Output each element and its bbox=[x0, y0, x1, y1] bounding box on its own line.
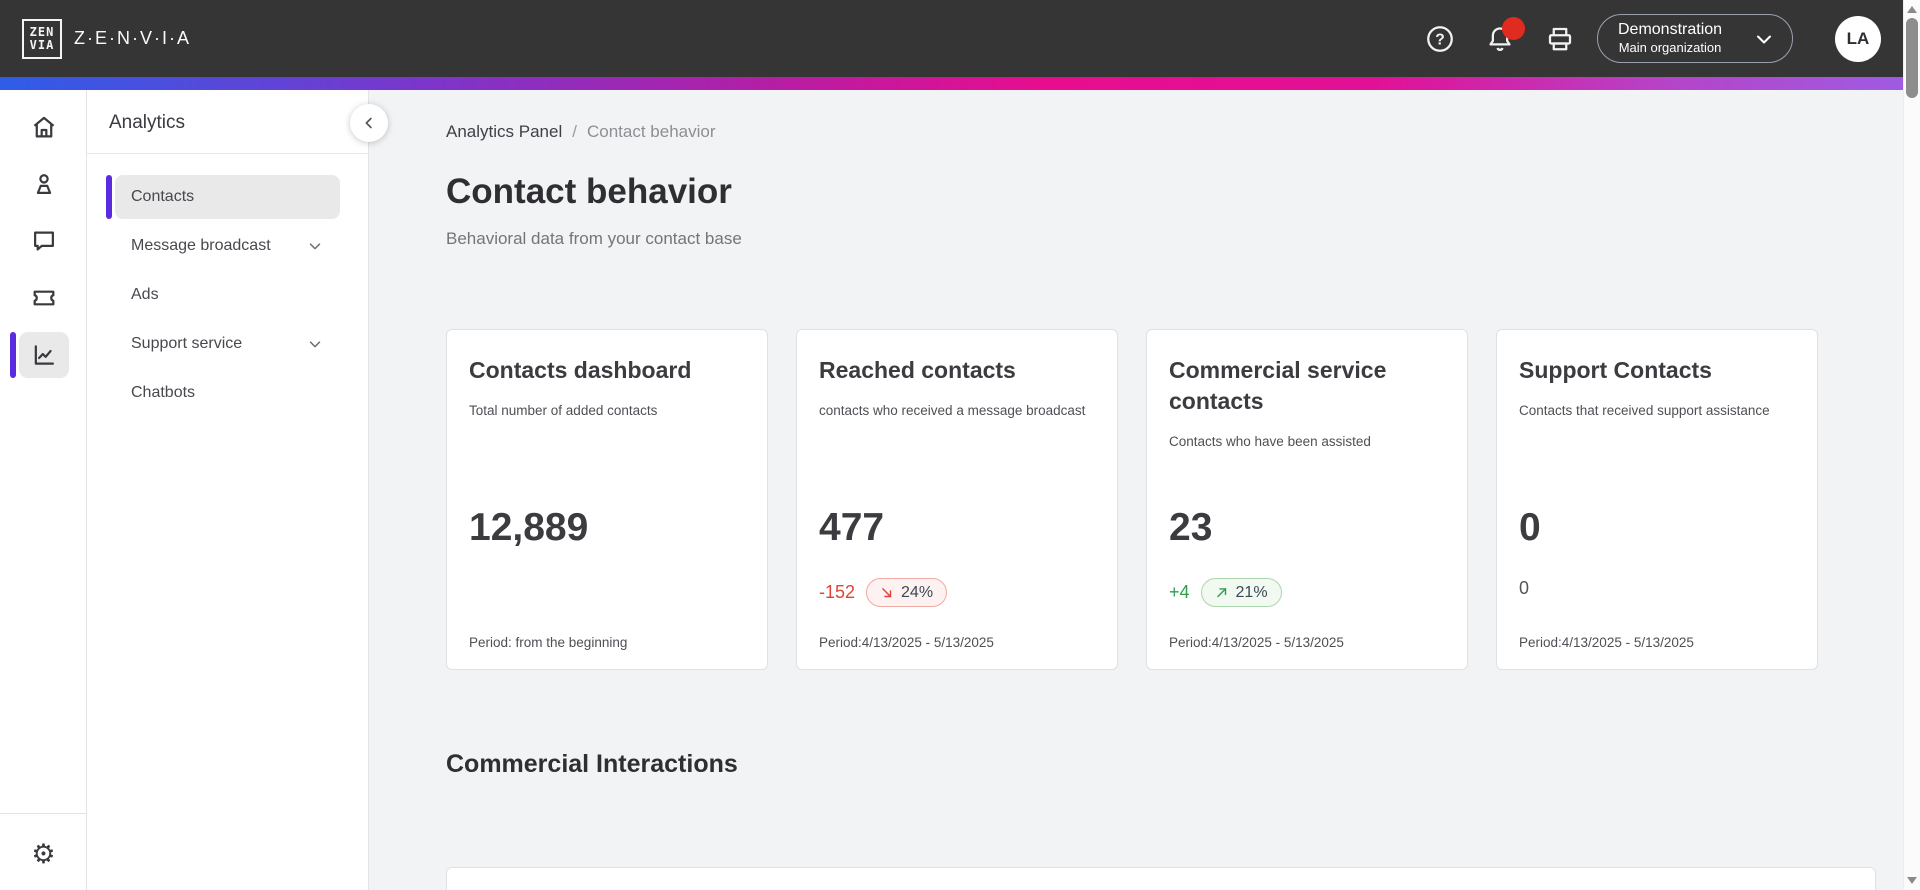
sidebar-item-label: Message broadcast bbox=[131, 237, 271, 254]
card-value: 23 bbox=[1169, 506, 1213, 549]
sidebar-item-support-service[interactable]: Support service bbox=[115, 322, 340, 366]
analytics-chart-icon bbox=[18, 331, 69, 378]
printer-icon[interactable] bbox=[1545, 24, 1575, 54]
rail-divider bbox=[0, 813, 87, 814]
breadcrumb-analytics-panel[interactable]: Analytics Panel bbox=[446, 122, 563, 141]
breadcrumb-current: Contact behavior bbox=[586, 122, 716, 141]
card-reached-contacts: Reached contacts contacts who received a… bbox=[796, 329, 1118, 670]
settings-gear-icon[interactable]: ⚙ bbox=[31, 839, 56, 869]
rail-item-home[interactable] bbox=[0, 98, 87, 155]
sidebar-item-chatbots[interactable]: Chatbots bbox=[115, 371, 340, 415]
avatar-initials: LA bbox=[1846, 28, 1870, 48]
sidebar-divider bbox=[87, 153, 368, 154]
organization-switcher[interactable]: Demonstration Main organization bbox=[1597, 14, 1793, 63]
card-commercial-service-contacts: Commercial service contacts Contacts who… bbox=[1146, 329, 1468, 670]
trend-badge: 24% bbox=[866, 578, 948, 607]
card-period: Period:4/13/2025 - 5/13/2025 bbox=[1519, 635, 1694, 650]
topbar-actions: ? Demonstration Mai bbox=[1395, 14, 1881, 63]
breadcrumb: Analytics Panel / Contact behavior bbox=[446, 122, 1903, 142]
card-description: Contacts who have been assisted bbox=[1169, 434, 1371, 449]
trend-percent: 21% bbox=[1235, 583, 1268, 601]
card-trend-row: 0 bbox=[1519, 578, 1529, 599]
sidebar-item-contacts[interactable]: Contacts bbox=[106, 175, 340, 219]
page-subtitle: Behavioral data from your contact base bbox=[446, 229, 742, 248]
organization-name: Demonstration bbox=[1618, 21, 1723, 39]
chevron-down-icon bbox=[309, 341, 321, 348]
kpi-cards-row: Contacts dashboard Total number of added… bbox=[446, 329, 1903, 670]
scrollbar-down-arrow[interactable] bbox=[1907, 877, 1917, 884]
card-description: contacts who received a message broadcas… bbox=[819, 403, 1086, 418]
delta-value: -152 bbox=[819, 582, 856, 602]
rail-item-analytics[interactable] bbox=[0, 326, 87, 383]
breadcrumb-separator: / bbox=[572, 122, 577, 141]
organization-subtitle: Main organization bbox=[1618, 40, 1722, 56]
card-trend-row: +4 21% bbox=[1169, 578, 1282, 607]
notifications-bell-icon[interactable] bbox=[1485, 16, 1525, 54]
trend-badge: 21% bbox=[1200, 578, 1282, 607]
card-period: Period:4/13/2025 - 5/13/2025 bbox=[819, 635, 994, 650]
trend-down-icon bbox=[882, 587, 892, 597]
commercial-interactions-card-partial bbox=[446, 867, 1876, 890]
card-value: 477 bbox=[819, 506, 885, 549]
chevron-down-icon bbox=[309, 243, 321, 250]
sidebar-nav: Contacts Message broadcast Ads Support s… bbox=[87, 154, 368, 415]
rail-item-conversations[interactable] bbox=[0, 212, 87, 269]
sidebar-item-ads[interactable]: Ads bbox=[115, 273, 340, 317]
card-title: Reached contacts bbox=[819, 357, 1016, 383]
card-period: Period:4/13/2025 - 5/13/2025 bbox=[1169, 635, 1344, 650]
chevron-left-icon bbox=[365, 117, 372, 129]
page-title: Contact behavior bbox=[446, 172, 732, 211]
card-trend-row: -152 24% bbox=[819, 578, 948, 607]
brand-wordmark: Z·E·N·V·I·A bbox=[74, 28, 191, 48]
main-content: Analytics Panel / Contact behavior Conta… bbox=[370, 90, 1903, 890]
sidebar-title: Analytics bbox=[109, 112, 186, 133]
card-description: Total number of added contacts bbox=[469, 403, 658, 418]
zenvia-logo-icon: ZEN VIA bbox=[22, 18, 62, 59]
topbar: ZEN VIA Z·E·N·V·I·A ? bbox=[0, 0, 1903, 77]
sidebar-item-label: Support service bbox=[131, 335, 243, 352]
sidebar-collapse-button[interactable] bbox=[350, 104, 388, 142]
card-support-contacts: Support Contacts Contacts that received … bbox=[1496, 329, 1818, 670]
sidebar-item-label: Ads bbox=[131, 286, 159, 303]
svg-text:?: ? bbox=[1435, 31, 1445, 48]
card-period: Period: from the beginning bbox=[469, 635, 628, 650]
sidebar: Analytics Contacts Message broadcast Ads… bbox=[87, 90, 369, 890]
sidebar-item-message-broadcast[interactable]: Message broadcast bbox=[115, 224, 340, 268]
rail-item-tickets[interactable] bbox=[0, 269, 87, 326]
sidebar-item-label: Contacts bbox=[131, 188, 195, 205]
card-description: Contacts that received support assistanc… bbox=[1519, 403, 1770, 418]
sidebar-item-label: Chatbots bbox=[131, 384, 196, 401]
card-title: Commercial service contacts bbox=[1169, 357, 1387, 414]
rail-item-contacts[interactable] bbox=[0, 155, 87, 212]
card-title: Support Contacts bbox=[1519, 357, 1712, 383]
scrollbar-up-arrow[interactable] bbox=[1907, 6, 1917, 13]
icon-rail: ⚙ bbox=[0, 90, 87, 890]
logo-top-text: ZEN bbox=[29, 24, 55, 39]
scrollbar-thumb[interactable] bbox=[1906, 18, 1918, 98]
trend-up-icon bbox=[1216, 587, 1226, 597]
card-value: 12,889 bbox=[469, 506, 589, 549]
brand[interactable]: ZEN VIA Z·E·N·V·I·A bbox=[22, 18, 191, 59]
notification-badge bbox=[1502, 16, 1525, 40]
organization-labels: Demonstration Main organization bbox=[1618, 20, 1722, 56]
help-icon[interactable]: ? bbox=[1425, 24, 1455, 54]
section-title-commercial-interactions: Commercial Interactions bbox=[446, 750, 738, 778]
delta-value: 0 bbox=[1519, 578, 1530, 598]
card-contacts-dashboard: Contacts dashboard Total number of added… bbox=[446, 329, 768, 670]
user-avatar[interactable]: LA bbox=[1835, 15, 1881, 62]
chevron-down-icon bbox=[1757, 35, 1771, 43]
rail-items bbox=[0, 90, 86, 383]
card-title: Contacts dashboard bbox=[469, 357, 692, 383]
card-value: 0 bbox=[1519, 506, 1541, 549]
logo-bottom-text: VIA bbox=[29, 37, 55, 52]
vertical-scrollbar[interactable] bbox=[1903, 0, 1920, 890]
delta-value: +4 bbox=[1169, 582, 1190, 602]
brand-gradient-bar bbox=[0, 77, 1903, 90]
trend-percent: 24% bbox=[901, 583, 934, 601]
